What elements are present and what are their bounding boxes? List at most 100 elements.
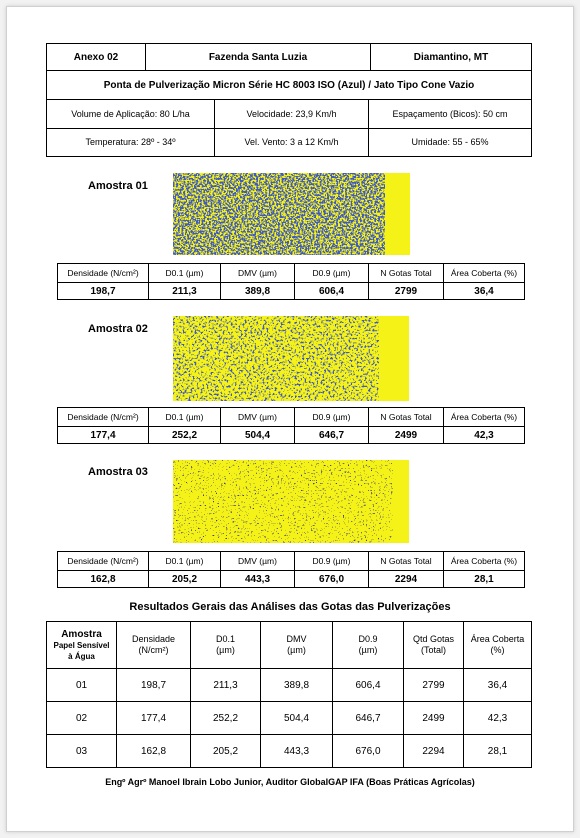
table-cell: 02 [46, 701, 117, 735]
cell-text: Densidade (N/cm²) [67, 411, 139, 422]
cell-text: D0.9 (µm) [312, 555, 351, 566]
table-cell: D0.1 (µm) [190, 621, 261, 669]
cell-text: Velocidade: 23,9 Km/h [246, 108, 337, 119]
label: Engº Agrº Manoel Ibrain Lobo Junior, Aud… [105, 777, 475, 787]
table-cell: 252,2 [148, 426, 221, 444]
cell-text: 252,2 [212, 712, 239, 724]
table-cell: Área Coberta (%) [463, 621, 532, 669]
table-cell: 211,3 [148, 282, 221, 300]
cell-text: D0.1 (µm) [165, 267, 204, 278]
table-cell: N Gotas Total [368, 263, 444, 283]
cell-text: Volume de Aplicação: 80 L/ha [71, 108, 190, 119]
table-cell: Amostra Papel Sensível à Água [46, 621, 117, 669]
sample-image [173, 460, 409, 543]
table-cell: Fazenda Santa Luzia [145, 43, 371, 71]
cell-text: 606,4 [355, 679, 381, 691]
table-cell: 36,4 [463, 668, 532, 702]
table-cell: D0.9 (µm) [294, 551, 369, 571]
cell-text: 205,2 [171, 573, 198, 585]
table-cell: N Gotas Total [368, 551, 444, 571]
cell-text: Área Coberta (%) [450, 555, 518, 566]
cell-text: DMV (µm) [238, 267, 277, 278]
table-cell: D0.1 (µm) [148, 551, 221, 571]
table-cell: 205,2 [148, 570, 221, 588]
cell-text: 198,7 [90, 285, 116, 297]
cell-text: (µm) [358, 645, 378, 655]
cell-text: 03 [75, 745, 88, 757]
table-cell: 606,4 [294, 282, 369, 300]
table-cell: 01 [46, 668, 117, 702]
table-cell: 606,4 [332, 668, 404, 702]
cell-text: 2499 [394, 429, 418, 441]
table-cell: DMV (µm) [260, 621, 333, 669]
table-cell: Qtd Gotas (Total) [403, 621, 464, 669]
cell-text: Área Coberta (%) [450, 411, 518, 422]
table-cell: 211,3 [190, 668, 261, 702]
table-cell: Densidade (N/cm²) [57, 407, 149, 427]
cell-text: Anexo 02 [73, 51, 119, 63]
cell-text: D0.9 [358, 634, 378, 644]
table-cell: Área Coberta (%) [443, 407, 525, 427]
cell-text: Área Coberta (%) [450, 267, 518, 278]
table-cell: 42,3 [463, 701, 532, 735]
cell-text: 252,2 [171, 429, 198, 441]
cell-text: (Total) [420, 645, 446, 655]
cell-text: D0.9 (µm) [312, 267, 351, 278]
table-cell: Ponta de Pulverização Micron Série HC 80… [46, 70, 532, 100]
cell-text: Diamantino, MT [413, 51, 489, 63]
table-cell: 2499 [403, 701, 464, 735]
table-cell: 162,8 [116, 734, 191, 768]
cell-text: N Gotas Total [380, 267, 432, 278]
table-cell: Densidade (N/cm²) [57, 551, 149, 571]
table-cell: 2499 [368, 426, 444, 444]
cell-text: Densidade (N/cm²) [67, 267, 139, 278]
cell-text: 211,3 [213, 679, 238, 691]
table-cell: DMV (µm) [220, 407, 295, 427]
cell-text: 443,3 [244, 573, 271, 585]
table-cell: Volume de Aplicação: 80 L/ha [46, 99, 215, 129]
cell-text: Espaçamento (Bicos): 50 cm [392, 108, 508, 119]
cell-text: 162,8 [140, 745, 167, 757]
table-cell: 389,8 [260, 668, 333, 702]
cell-text: Fazenda Santa Luzia [208, 51, 308, 63]
sheet [6, 6, 574, 832]
table-cell: D0.9 (µm) [294, 407, 369, 427]
table-cell: DMV (µm) [220, 263, 295, 283]
cell-text: D0.1 [215, 634, 235, 644]
table-cell: 389,8 [220, 282, 295, 300]
sample-image [173, 173, 410, 255]
cell-text: 36,4 [474, 285, 494, 297]
cell-text: Vel. Vento: 3 a 12 Km/h [244, 137, 339, 147]
cell-text: 2799 [394, 285, 418, 297]
cell-text: 676,0 [355, 745, 381, 757]
cell-text: 211,3 [172, 285, 197, 297]
table-cell: Velocidade: 23,9 Km/h [214, 99, 369, 129]
cell-text: 676,0 [318, 573, 345, 585]
table-cell: Anexo 02 [46, 43, 146, 71]
table-cell: 2294 [368, 570, 444, 588]
cell-text: (µm) [216, 645, 235, 655]
cell-text: 606,4 [318, 285, 345, 297]
cell-text: 01 [75, 679, 88, 691]
cell-text: 205,2 [212, 745, 239, 757]
label: Amostra 03 [88, 466, 148, 478]
cell-text: 42,3 [474, 429, 494, 441]
table-cell: D0.9 (µm) [294, 263, 369, 283]
table-cell: 03 [46, 734, 117, 768]
cell-text: Papel Sensível [53, 640, 110, 650]
table-cell: N Gotas Total [368, 407, 444, 427]
cell-text: 504,4 [244, 429, 271, 441]
cell-text: Densidade [131, 634, 176, 644]
table-cell: Temperatura: 28º - 34º [46, 128, 215, 157]
cell-text: DMV (µm) [238, 411, 277, 422]
label: Amostra 02 [88, 323, 148, 335]
cell-text: Área Coberta [470, 634, 525, 644]
table-cell: 2294 [403, 734, 464, 768]
table-cell: Área Coberta (%) [443, 263, 525, 283]
cell-text: Ponta de Pulverização Micron Série HC 80… [103, 79, 475, 91]
table-cell: 443,3 [220, 570, 295, 588]
cell-text: 28,1 [474, 573, 494, 585]
table-cell: DMV (µm) [220, 551, 295, 571]
cell-text: N Gotas Total [380, 411, 432, 422]
cell-text: Temperatura: 28º - 34º [85, 137, 176, 147]
